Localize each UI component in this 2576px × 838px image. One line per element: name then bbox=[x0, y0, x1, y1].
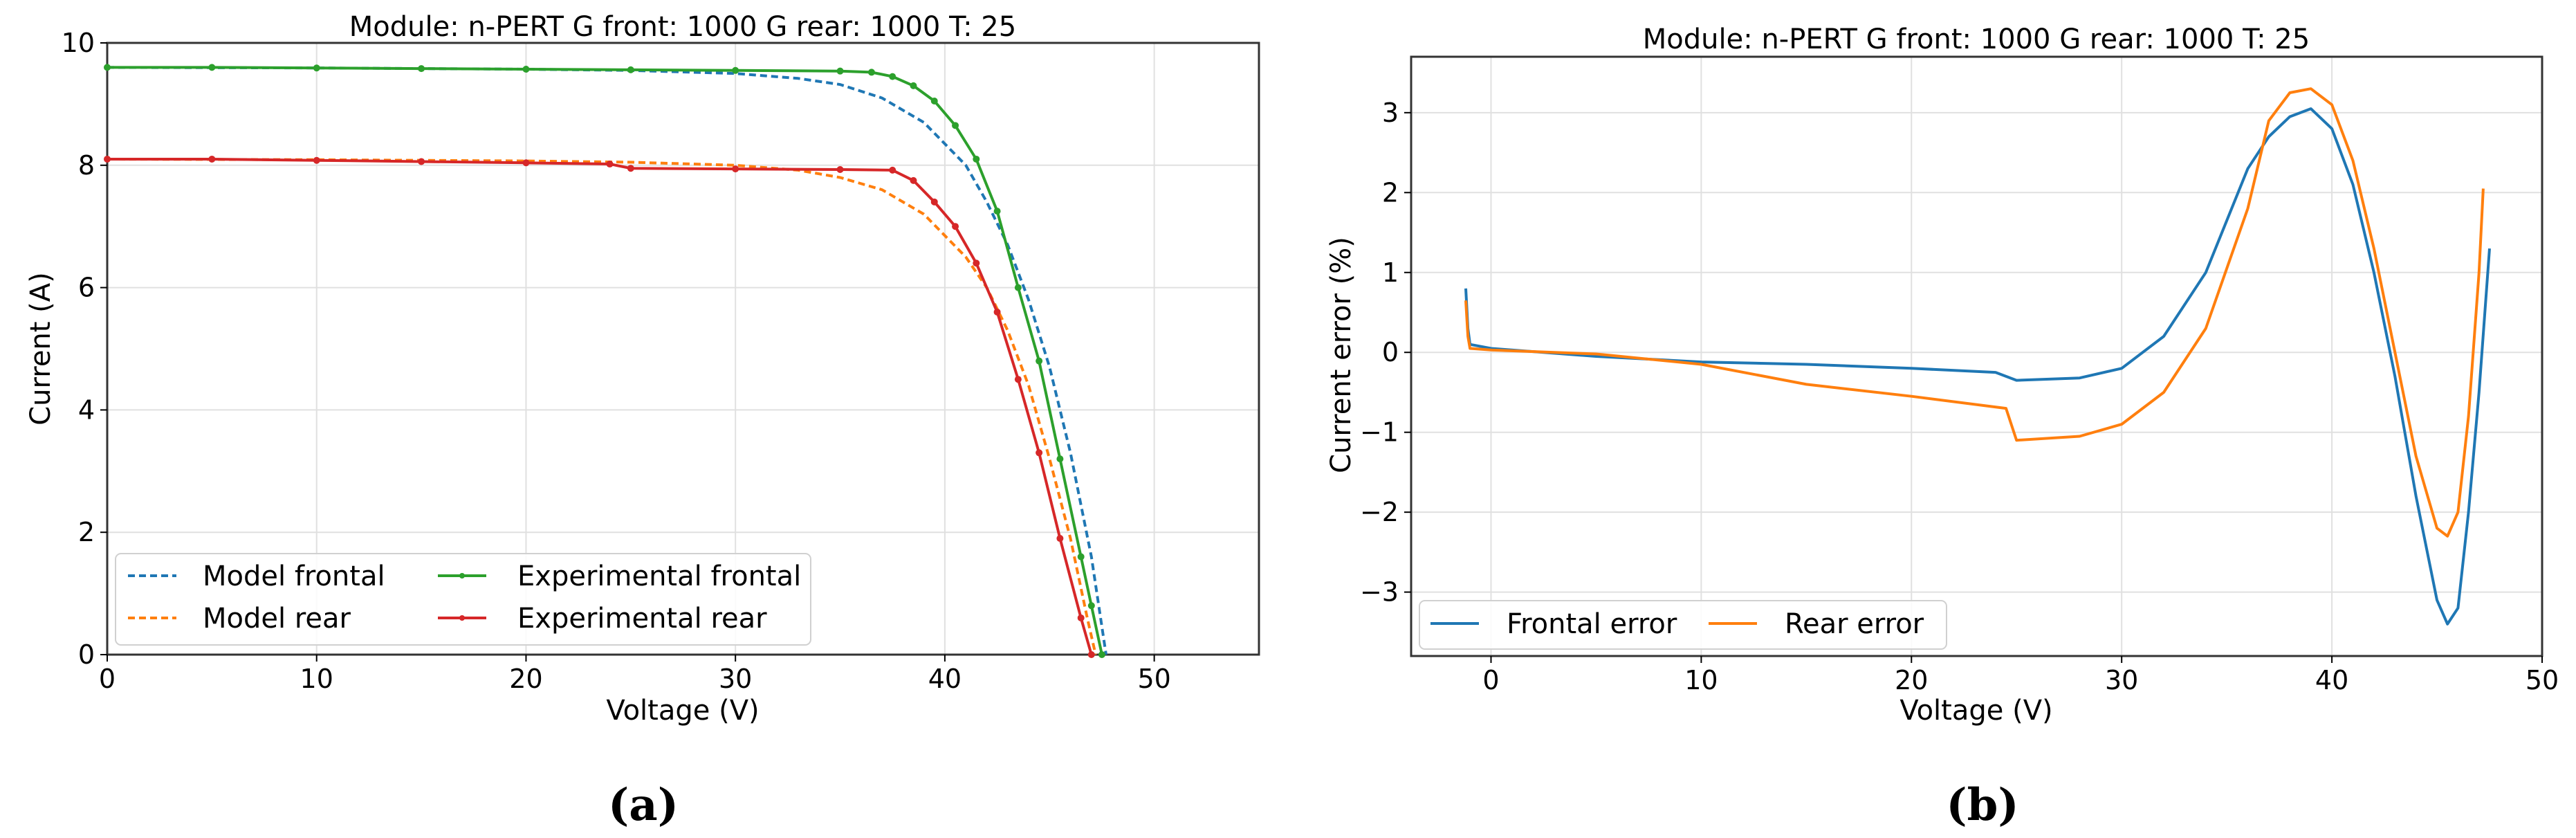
series-line-1 bbox=[107, 158, 1097, 655]
data-point bbox=[208, 155, 216, 163]
data-point bbox=[930, 198, 938, 206]
data-point bbox=[1036, 357, 1043, 365]
x-axis-label-b: Voltage (V) bbox=[1899, 695, 2052, 727]
legend-frontal-error: Frontal error bbox=[1507, 608, 1677, 640]
chart-title-b: Module: n-PERT G front: 1000 G rear: 100… bbox=[1643, 24, 2310, 55]
y-tick-label: 8 bbox=[78, 150, 95, 181]
data-point bbox=[418, 65, 425, 73]
data-point bbox=[973, 155, 980, 163]
data-point bbox=[1087, 602, 1095, 610]
x-tick-label: 0 bbox=[99, 664, 116, 694]
series-line-0 bbox=[1464, 107, 2491, 626]
x-tick-label: 40 bbox=[2315, 665, 2348, 695]
series-b bbox=[1464, 87, 2491, 626]
data-point bbox=[522, 159, 530, 167]
y-tick-label: 2 bbox=[78, 517, 95, 547]
x-tick-label: 30 bbox=[2105, 665, 2138, 695]
panel-b-chart: 0 10 20 30 40 50 −3 −2 −1 0 1 2 3 Module: n-PERT G f… bbox=[1325, 24, 2559, 727]
plot-area-b bbox=[1410, 55, 2543, 657]
data-point bbox=[993, 308, 1001, 316]
series-line-3 bbox=[107, 158, 1093, 655]
data-point bbox=[313, 64, 320, 72]
data-point bbox=[952, 223, 959, 230]
data-point bbox=[104, 155, 111, 163]
y-axis-label-a: Current (A) bbox=[25, 272, 57, 426]
data-point bbox=[627, 165, 634, 172]
y-tick-label: −2 bbox=[1360, 497, 1399, 527]
data-point bbox=[836, 67, 844, 75]
y-tick-label: 1 bbox=[1382, 257, 1399, 288]
data-point bbox=[1014, 376, 1022, 383]
panel-a-chart: 0 10 20 30 40 50 0 2 4 6 8 10 Module: n-PERT G fron… bbox=[25, 11, 1260, 727]
data-point bbox=[313, 156, 320, 164]
plot-area-a bbox=[106, 42, 1260, 656]
chart-title-a: Module: n-PERT G front: 1000 G rear: 100… bbox=[349, 11, 1016, 43]
x-tick-label: 0 bbox=[1482, 665, 1499, 695]
data-point bbox=[1077, 553, 1085, 561]
data-point bbox=[973, 259, 980, 267]
x-tick-label: 10 bbox=[300, 664, 333, 694]
data-point bbox=[606, 161, 614, 168]
data-point bbox=[522, 66, 530, 73]
x-axis-label-a: Voltage (V) bbox=[606, 695, 759, 727]
y-tick-label: −3 bbox=[1360, 577, 1399, 608]
x-tick-label: 40 bbox=[928, 664, 962, 694]
data-point bbox=[889, 73, 896, 80]
legend-model-frontal: Model frontal bbox=[203, 561, 385, 592]
data-point bbox=[418, 158, 425, 165]
x-tick-label: 50 bbox=[2526, 665, 2559, 695]
legend-model-rear: Model rear bbox=[203, 603, 351, 635]
data-point bbox=[910, 82, 917, 89]
y-tick-label: 4 bbox=[78, 394, 95, 425]
legend-b: Frontal error Rear error bbox=[1419, 600, 1947, 650]
legend-rear-error: Rear error bbox=[1785, 608, 1924, 640]
data-point bbox=[208, 64, 216, 71]
data-point bbox=[952, 122, 959, 129]
series-line-1 bbox=[1464, 87, 2485, 538]
data-point bbox=[1077, 614, 1085, 621]
data-point bbox=[104, 64, 111, 71]
y-tick-label: 3 bbox=[1382, 98, 1399, 128]
y-axis-label-b: Current error (%) bbox=[1325, 237, 1357, 473]
x-tick-label: 20 bbox=[509, 664, 542, 694]
x-tick-label: 10 bbox=[1684, 665, 1718, 695]
data-point bbox=[1014, 284, 1022, 291]
data-point bbox=[732, 165, 739, 173]
data-point bbox=[732, 66, 739, 74]
data-point bbox=[836, 165, 844, 173]
data-point bbox=[993, 208, 1001, 215]
data-point bbox=[1056, 535, 1064, 543]
ticks-b: 0 10 20 30 40 50 −3 −2 −1 0 1 2 3 bbox=[1360, 98, 2559, 695]
data-point bbox=[1098, 651, 1105, 658]
x-tick-label: 20 bbox=[1895, 665, 1928, 695]
legend-experimental-frontal: Experimental frontal bbox=[517, 561, 801, 592]
data-point bbox=[1087, 651, 1095, 658]
y-tick-label: 0 bbox=[1382, 337, 1399, 367]
data-point bbox=[867, 69, 875, 76]
data-point bbox=[1056, 455, 1064, 463]
x-tick-label: 50 bbox=[1137, 664, 1170, 694]
legend-experimental-rear: Experimental rear bbox=[517, 603, 767, 635]
data-point bbox=[930, 97, 938, 104]
y-tick-label: 2 bbox=[1382, 177, 1399, 208]
data-point bbox=[627, 66, 634, 73]
y-tick-label: 10 bbox=[62, 28, 95, 58]
ticks-a: 0 10 20 30 40 50 0 2 4 6 8 10 bbox=[62, 28, 1171, 694]
y-tick-label: 6 bbox=[78, 273, 95, 303]
data-point bbox=[1036, 449, 1043, 457]
legend-a: Model frontal Model rear Experimental fr… bbox=[115, 553, 811, 646]
y-tick-label: −1 bbox=[1360, 417, 1399, 448]
grid-b bbox=[1411, 57, 2543, 656]
x-tick-label: 30 bbox=[719, 664, 752, 694]
caption-b: (b) bbox=[1946, 779, 2018, 831]
data-point bbox=[889, 166, 896, 174]
caption-a: (a) bbox=[608, 779, 679, 831]
y-tick-label: 0 bbox=[78, 639, 95, 670]
series-a bbox=[104, 64, 1107, 658]
data-point bbox=[910, 176, 917, 184]
